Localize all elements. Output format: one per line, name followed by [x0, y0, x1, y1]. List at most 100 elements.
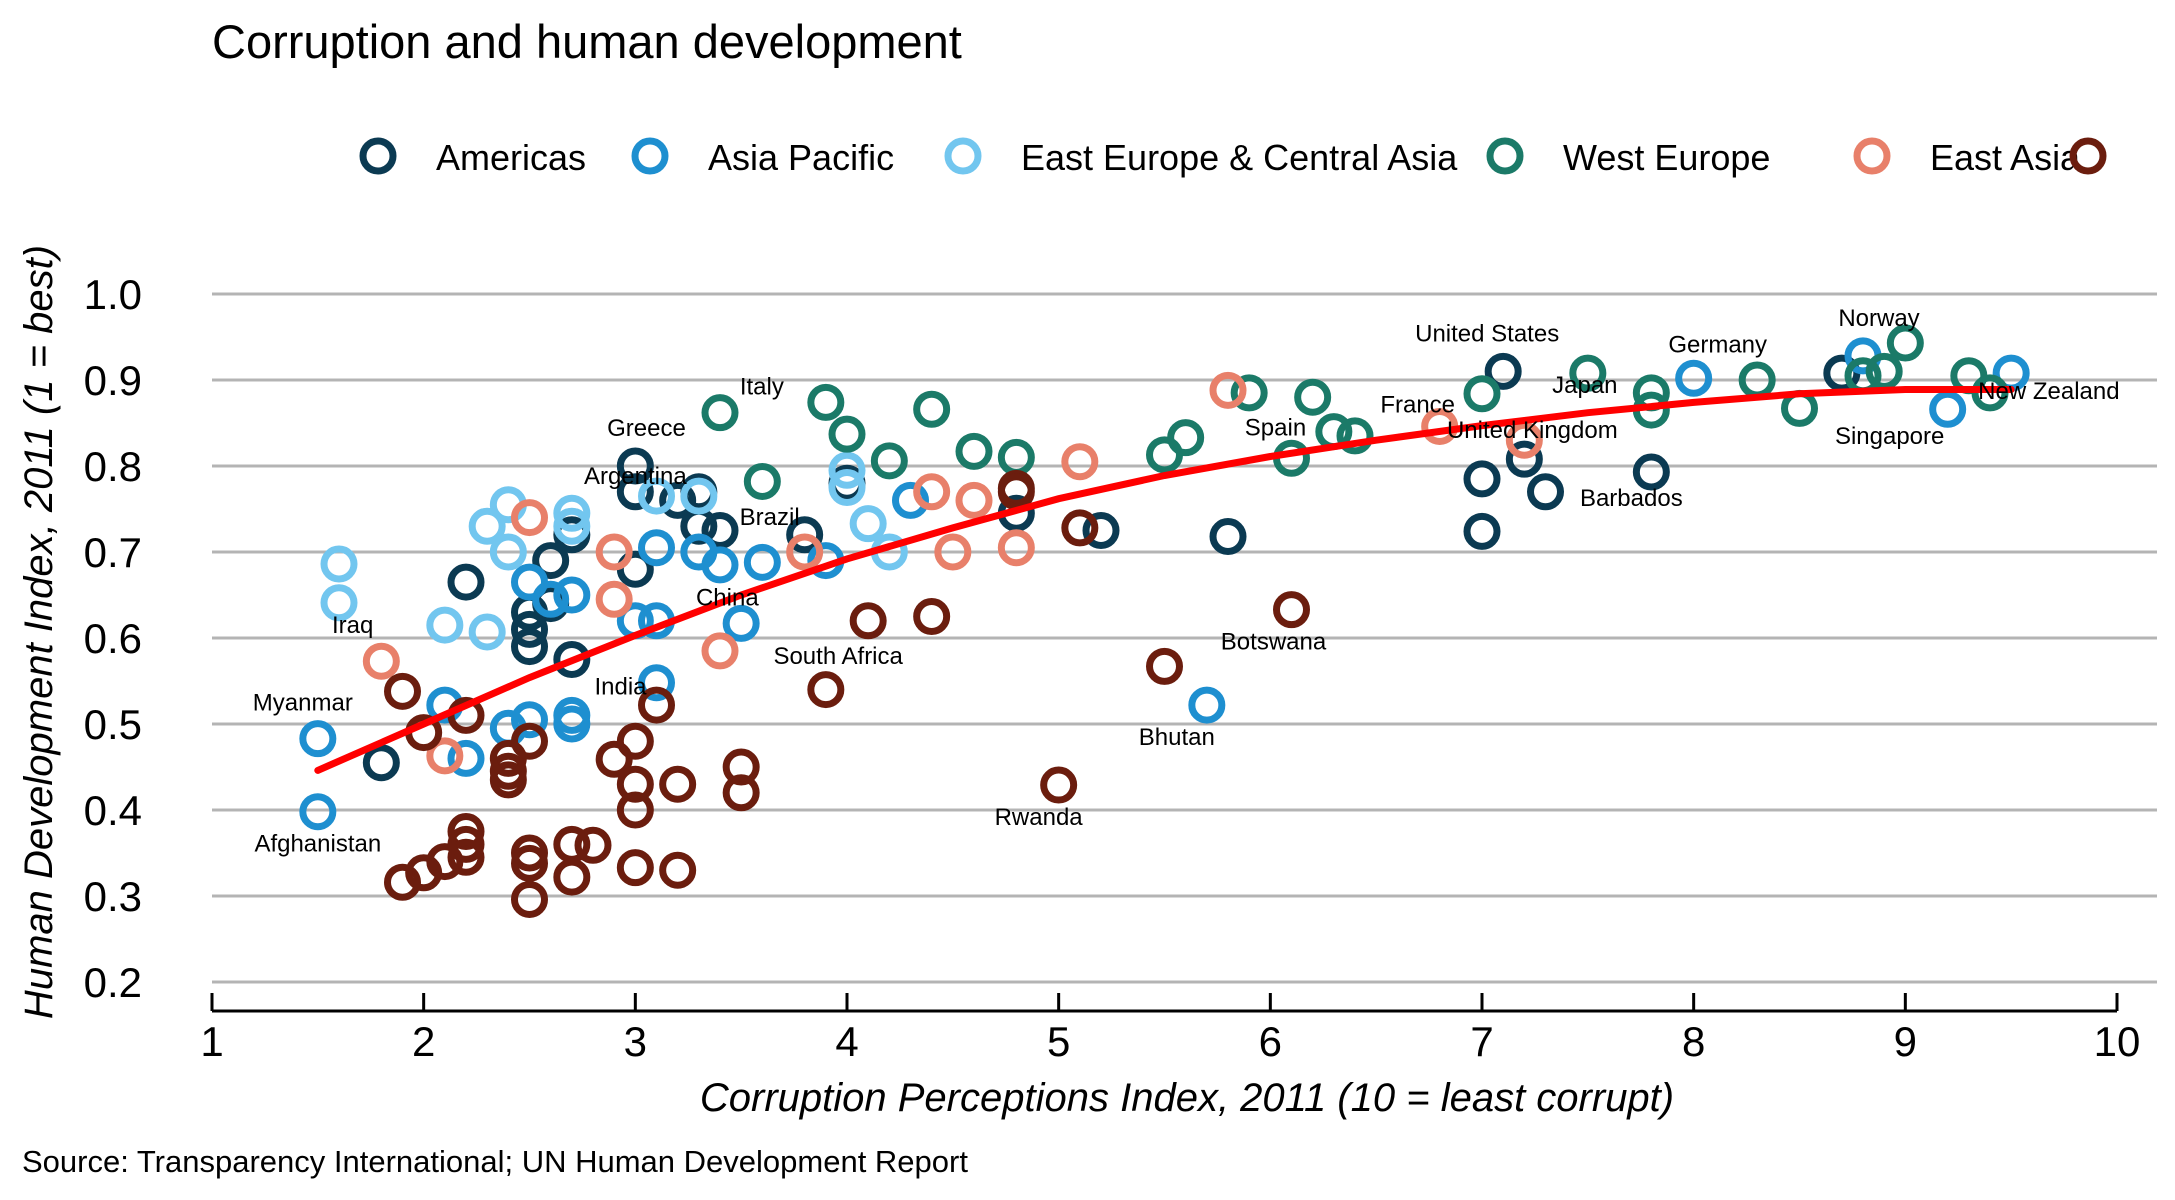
- data-point: [828, 451, 866, 489]
- legend-marker: [631, 137, 669, 175]
- data-point: [701, 632, 739, 670]
- data-point: [511, 628, 548, 666]
- data-point: [934, 533, 972, 571]
- y-tick-label: 0.2: [84, 959, 142, 1006]
- data-point: [1675, 359, 1713, 397]
- legend-label: East Asia: [1930, 137, 2081, 178]
- data-point: [616, 849, 654, 887]
- data-point: [553, 858, 591, 896]
- x-tick-label: 9: [1894, 1018, 1917, 1065]
- data-point: [299, 793, 337, 831]
- data-point: [532, 580, 570, 618]
- country-label: Norway: [1838, 305, 1919, 332]
- data-point: [701, 546, 739, 584]
- y-tick-label: 0.3: [84, 873, 142, 920]
- data-point: [1484, 352, 1522, 390]
- data-point: [659, 851, 697, 889]
- legend-label: Asia Pacific: [708, 137, 894, 178]
- data-point: [384, 672, 421, 710]
- data-point: [447, 739, 485, 777]
- data-point: [1463, 375, 1501, 413]
- data-point: [553, 494, 591, 532]
- data-point: [828, 469, 866, 506]
- legend-label: West Europe: [1563, 137, 1770, 178]
- data-point: [638, 664, 675, 702]
- country-label: South Africa: [773, 643, 903, 670]
- country-label: India: [594, 674, 647, 701]
- data-point: [1886, 324, 1924, 362]
- data-point: [320, 545, 358, 583]
- data-point: [362, 744, 400, 782]
- data-point: [870, 442, 908, 480]
- data-point: [722, 748, 760, 786]
- y-tick-label: 0.4: [84, 787, 142, 834]
- data-point: [1336, 417, 1374, 455]
- chart-title: Corruption and human development: [212, 15, 962, 68]
- data-point: [532, 542, 570, 580]
- y-tick-label: 0.8: [84, 443, 142, 490]
- legend-marker: [1486, 137, 1524, 175]
- x-tick-label: 6: [1259, 1018, 1282, 1065]
- y-axis-label: Human Development Index, 2011 (1 = best): [17, 245, 61, 1019]
- data-point: [1463, 512, 1501, 550]
- legend-item: Americas: [359, 137, 586, 178]
- data-point: [320, 584, 358, 622]
- data-point: [1632, 453, 1670, 491]
- legend: Americas Asia Pacific East Europe & Centra…: [359, 137, 2107, 178]
- data-point: [1463, 460, 1501, 498]
- data-point: [849, 602, 887, 640]
- country-label: Germany: [1668, 331, 1767, 358]
- data-point: [468, 507, 506, 545]
- data-point: [1230, 374, 1268, 412]
- country-label: United States: [1415, 320, 1559, 347]
- data-point: [913, 390, 951, 428]
- data-point: [489, 533, 527, 571]
- data-point: [511, 722, 548, 760]
- country-label: United Kingdom: [1447, 417, 1618, 444]
- country-label: Barbados: [1580, 485, 1683, 512]
- country-label: France: [1380, 391, 1455, 418]
- data-point: [511, 701, 548, 739]
- data-point: [743, 462, 781, 500]
- data-point: [574, 826, 612, 864]
- data-point: [426, 606, 464, 644]
- country-label: Italy: [740, 373, 784, 400]
- country-label: China: [696, 584, 759, 611]
- data-point: [1273, 591, 1310, 629]
- data-point: [616, 473, 654, 511]
- data-point: [553, 507, 591, 545]
- country-label: Botswana: [1221, 629, 1327, 656]
- data-point: [447, 838, 485, 876]
- x-tick-label: 1: [200, 1018, 223, 1065]
- data-point: [616, 791, 654, 829]
- data-point: [1061, 509, 1099, 547]
- x-tick-label: 10: [2094, 1018, 2141, 1065]
- data-point: [595, 580, 633, 618]
- legend-label: Americas: [436, 137, 586, 178]
- data-point: [553, 576, 591, 614]
- data-point: [447, 813, 485, 850]
- data-point: [913, 598, 951, 635]
- data-point: [299, 720, 337, 758]
- data-point: [511, 499, 548, 537]
- trend-line-path: [314, 386, 2015, 774]
- data-point: [1505, 440, 1543, 478]
- data-point: [1505, 421, 1543, 459]
- data-point: [659, 481, 697, 519]
- data-point: [1040, 766, 1078, 804]
- country-label: New Zealand: [1978, 378, 2119, 405]
- data-point: [1188, 686, 1226, 724]
- x-tick-label: 2: [412, 1018, 435, 1065]
- data-point: [807, 383, 845, 421]
- data-point: [849, 505, 887, 543]
- y-tick-label: 0.5: [84, 701, 142, 748]
- y-tick-label: 0.6: [84, 615, 142, 662]
- data-point: [616, 447, 654, 485]
- country-label: Afghanistan: [254, 831, 381, 858]
- legend-marker: [944, 137, 982, 175]
- y-tick-label: 1.0: [84, 271, 142, 318]
- country-label: Spain: [1245, 414, 1306, 441]
- data-point: [1167, 419, 1205, 457]
- data-point: [807, 671, 845, 709]
